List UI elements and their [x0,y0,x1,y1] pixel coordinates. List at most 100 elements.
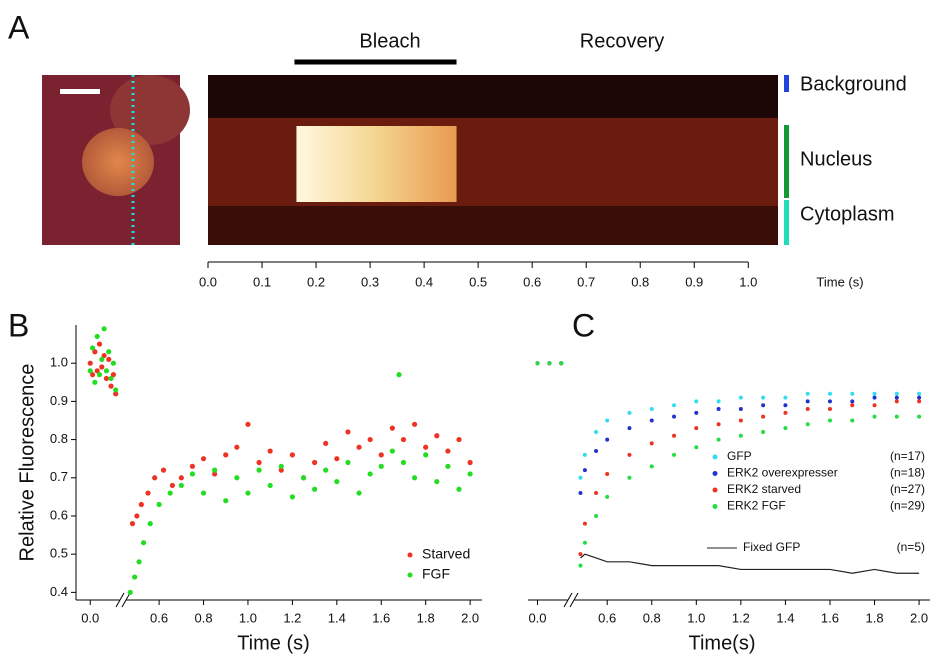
x-tick-label: 0.8 [643,610,661,625]
point [103,368,110,374]
point [108,375,114,382]
point [894,414,899,419]
y-axis-label: Relative Fluorescence [16,364,38,562]
point [805,399,810,404]
point [445,463,451,469]
line [580,553,920,574]
x-tick-label: 0.0 [528,610,546,625]
point [805,391,810,396]
point [627,452,632,457]
point [300,475,307,481]
point [467,459,473,466]
point [113,391,119,397]
point [605,418,610,423]
point [256,459,262,466]
legend-label: Fixed GFP [743,540,800,554]
point [805,422,810,427]
bleach-label: Bleach [359,30,420,52]
point [649,418,654,423]
point [456,436,462,443]
point [323,467,329,473]
legend-label: ERK2 FGF [727,499,786,513]
point [872,395,877,400]
point [605,437,610,442]
point [672,403,677,408]
x-tick-label: 0.8 [631,274,649,289]
point [267,448,273,454]
region-bar [784,125,789,198]
point [917,399,922,404]
panel-label: B [8,307,29,343]
point [132,574,138,580]
legend-swatch [407,552,413,558]
point [178,475,184,481]
point [160,467,167,473]
point [212,467,218,473]
point [400,436,407,443]
point [110,360,116,366]
point [147,521,153,527]
point [850,391,855,396]
point [582,452,587,457]
x-tick-label: 0.7 [577,274,595,289]
point [594,513,599,518]
x-tick-label: 0.6 [523,274,541,289]
point [289,494,295,500]
point [312,459,318,466]
recovery-label: Recovery [580,30,664,52]
legend-swatch [712,504,718,509]
point [694,410,699,415]
x-tick-label: 1.0 [687,610,705,625]
x-tick-label: 1.8 [417,610,435,625]
point [716,437,721,442]
point [805,407,810,412]
point [411,421,418,427]
point [94,333,100,340]
legend-n: (n=17) [890,449,925,463]
y-tick-label: 1.0 [50,355,68,370]
point [212,471,218,477]
point [323,440,329,447]
point [467,471,473,477]
point [103,375,110,382]
point [94,368,100,374]
point [108,383,114,389]
point [289,452,295,458]
point [110,372,116,378]
point [92,349,98,355]
x-tick-label: 0.6 [150,610,168,625]
y-tick-label: 0.8 [50,431,68,446]
point [101,326,107,332]
point [917,414,922,419]
point [278,467,284,473]
legend-label: ERK2 starved [727,482,801,496]
point [872,403,877,408]
kymograph [208,75,778,245]
point [738,418,743,423]
legend-label: ERK2 overexpresser [727,466,838,480]
y-tick-label: 0.5 [50,546,68,561]
point [223,452,229,458]
point [96,372,103,378]
axis-break [115,592,125,608]
point [423,452,429,458]
point [334,478,340,485]
panel-label: A [8,9,30,45]
x-tick-label: 0.5 [469,274,487,289]
point [167,490,173,496]
point [99,356,105,362]
x-tick-label: 0.9 [685,274,703,289]
point [850,399,855,404]
point [827,399,832,404]
point [738,407,743,412]
x-tick-label: 1.4 [328,610,346,625]
point [716,399,721,404]
point [223,498,229,504]
legend-label: FGF [422,566,450,582]
x-tick-label: 0.3 [361,274,379,289]
point [245,490,251,496]
point [378,452,384,458]
region-bar [784,75,789,92]
x-tick-label: 0.1 [253,274,271,289]
point [129,521,136,527]
